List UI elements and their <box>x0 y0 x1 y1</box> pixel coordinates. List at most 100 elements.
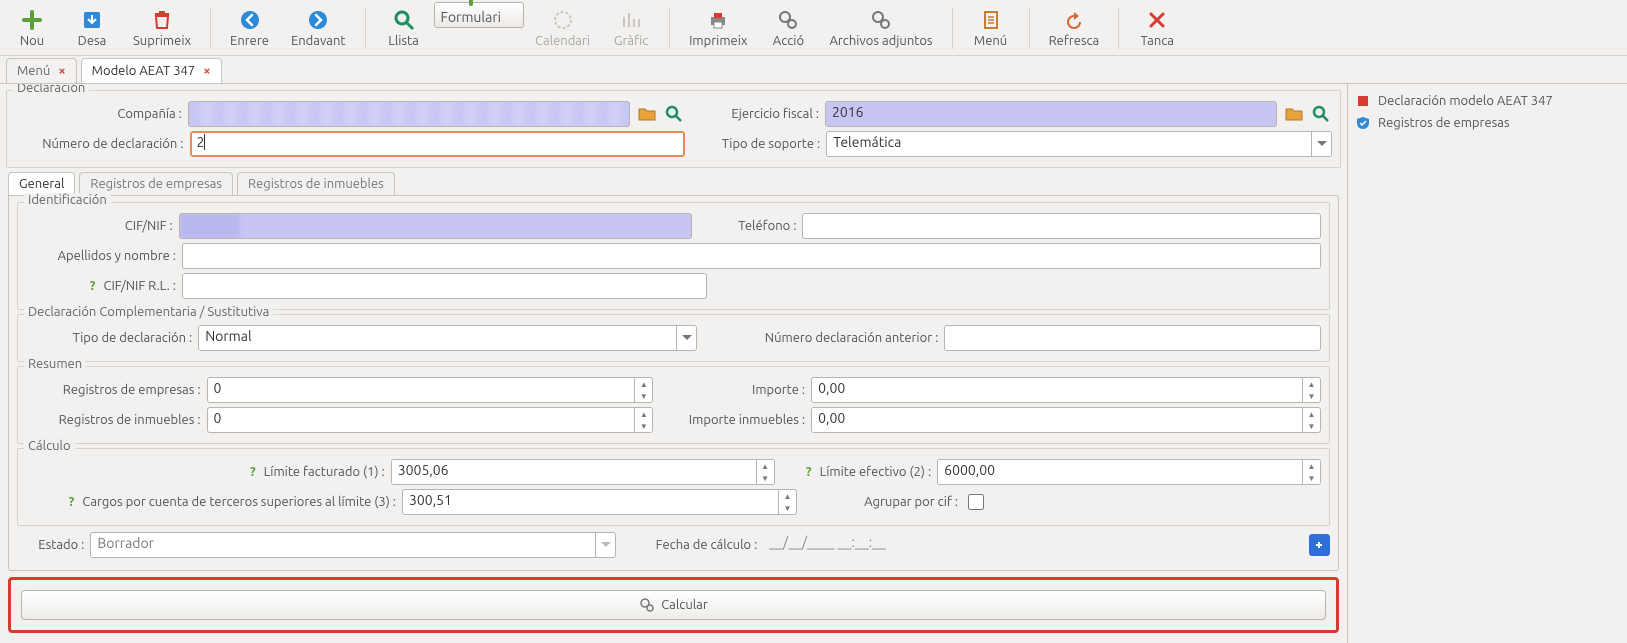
arrow-left-icon <box>239 8 261 32</box>
help-icon[interactable]: ? <box>90 279 96 293</box>
desa-button[interactable]: Desa <box>62 2 122 55</box>
calcular-button[interactable]: Calcular <box>21 590 1326 620</box>
side-item-declaracion[interactable]: Declaración modelo AEAT 347 <box>1354 90 1621 112</box>
expand-icon[interactable] <box>1309 534 1330 556</box>
refresh-icon <box>1063 8 1085 32</box>
tanca-button[interactable]: Tanca <box>1127 2 1187 55</box>
spinner-buttons[interactable]: ▲▼ <box>634 378 652 402</box>
lim-efectivo-spinner[interactable]: 6000,00 ▲▼ <box>937 459 1321 485</box>
close-icon[interactable]: × <box>203 64 210 78</box>
attach-icon <box>870 8 892 32</box>
label-importe: Importe : <box>752 383 805 397</box>
fieldset-resumen: Resumen Registros de empresas : 0 ▲▼ Imp… <box>17 366 1330 444</box>
toolbar-label: Imprimeix <box>689 34 747 48</box>
toolbar-label: Calendari <box>535 34 590 48</box>
endavant-button[interactable]: Endavant <box>280 2 357 55</box>
doc-tab-label: Menú <box>17 64 50 78</box>
label-cif: CIF/NIF : <box>125 219 173 233</box>
form-area: Declaración Compañía : Ejercicio fi <box>0 84 1347 643</box>
num-anterior-input[interactable] <box>944 325 1321 351</box>
search-green-icon <box>393 8 415 32</box>
tab-general[interactable]: General <box>8 172 75 195</box>
doc-tab-label: Modelo AEAT 347 <box>92 64 196 78</box>
cif-input[interactable] <box>179 213 693 239</box>
telefono-input[interactable] <box>802 213 1321 239</box>
legend-calculo: Cálculo <box>24 439 75 453</box>
tab-reg-inmuebles[interactable]: Registros de inmuebles <box>237 172 395 195</box>
doc-tab-menu[interactable]: Menú × <box>6 58 77 83</box>
fieldset-declaracion: Declaración Compañía : Ejercicio fi <box>6 90 1341 168</box>
tipo-soporte-select[interactable]: Telemática <box>826 131 1332 157</box>
estado-select[interactable]: Borrador <box>90 532 616 558</box>
importe-spinner[interactable]: 0,00 ▲▼ <box>811 377 1321 403</box>
spinner-buttons[interactable]: ▲▼ <box>1302 378 1320 402</box>
apellidos-nombre-input[interactable] <box>182 243 1321 269</box>
refresca-button[interactable]: Refresca <box>1038 2 1111 55</box>
chart-icon <box>620 8 642 32</box>
agrupar-cif-checkbox[interactable] <box>968 494 984 510</box>
chevron-down-icon <box>595 533 615 557</box>
formulari-button[interactable]: Formulari <box>434 2 525 28</box>
legend-identificacion: Identificación <box>24 193 111 207</box>
compania-input[interactable] <box>188 101 630 127</box>
lim-facturado-spinner[interactable]: 3005,06 ▲▼ <box>391 459 775 485</box>
label-agrupar-cif: Agrupar por cif : <box>864 495 958 509</box>
spinner-buttons[interactable]: ▲▼ <box>1302 408 1320 432</box>
folder-icon[interactable] <box>1283 103 1305 125</box>
ejercicio-input[interactable]: 2016 <box>825 101 1277 127</box>
toolbar-label: Refresca <box>1049 34 1100 48</box>
llista-button[interactable]: Llista <box>374 2 434 55</box>
chevron-down-icon <box>676 326 696 350</box>
menu-button[interactable]: Menú <box>961 2 1021 55</box>
imprimeix-button[interactable]: Imprimeix <box>678 2 758 55</box>
toolbar-label: Tanca <box>1140 34 1174 48</box>
importe-inmuebles-spinner[interactable]: 0,00 ▲▼ <box>811 407 1321 433</box>
gears-icon <box>777 8 799 32</box>
chevron-down-icon <box>1311 132 1331 156</box>
tipo-declaracion-select[interactable]: Normal <box>198 325 697 351</box>
cargos-terceros-spinner[interactable]: 300,51 ▲▼ <box>402 489 797 515</box>
nou-button[interactable]: Nou <box>2 2 62 55</box>
accio-button[interactable]: Acció <box>758 2 818 55</box>
label-importe-inmuebles: Importe inmuebles : <box>689 413 805 427</box>
close-red-icon <box>1146 8 1168 32</box>
toolbar-label: Formulari <box>441 9 502 25</box>
enrere-button[interactable]: Enrere <box>219 2 280 55</box>
cif-rl-input[interactable] <box>182 273 707 299</box>
suprimeix-button[interactable]: Suprimeix <box>122 2 202 55</box>
help-icon[interactable]: ? <box>250 465 256 479</box>
label-num-anterior: Número declaración anterior : <box>765 331 939 345</box>
tab-reg-empresas[interactable]: Registros de empresas <box>79 172 233 195</box>
label-apellidos-nombre: Apellidos y nombre : <box>58 249 176 263</box>
search-icon[interactable] <box>1310 103 1332 125</box>
red-square-icon <box>1356 94 1370 108</box>
main-toolbar: NouDesaSuprimeix EnrereEndavant Llista Form… <box>0 0 1627 56</box>
folder-icon[interactable] <box>636 103 658 125</box>
label-reg-inmuebles: Registros de inmuebles : <box>59 413 201 427</box>
fecha-calculo-input[interactable]: __/__/____ __:__:__ <box>763 532 1303 558</box>
spinner-buttons[interactable]: ▲▼ <box>1302 460 1320 484</box>
spinner-buttons[interactable]: ▲▼ <box>756 460 774 484</box>
num-declaracion-input[interactable]: 2 <box>190 131 686 157</box>
help-icon[interactable]: ? <box>69 495 75 509</box>
label-lim-facturado: Límite facturado (1) : <box>264 465 385 479</box>
tab-general-body: Identificación CIF/NIF : Teléfono : <box>8 195 1339 571</box>
toolbar-separator <box>210 8 211 49</box>
close-icon[interactable]: × <box>58 64 65 78</box>
grafic-button: Gràfic <box>601 2 661 55</box>
toolbar-label: Acció <box>773 34 804 48</box>
trash-red-icon <box>151 8 173 32</box>
doc-tab-modelo347[interactable]: Modelo AEAT 347 × <box>81 58 222 83</box>
side-item-registros[interactable]: Registros de empresas <box>1354 112 1621 134</box>
spinner-buttons[interactable]: ▲▼ <box>634 408 652 432</box>
label-compania: Compañía : <box>117 107 182 121</box>
search-icon[interactable] <box>664 103 686 125</box>
label-num-declaracion: Número de declaración : <box>42 137 183 151</box>
reg-empresas-spinner[interactable]: 0 ▲▼ <box>207 377 654 403</box>
adjunts-button[interactable]: Archivos adjuntos <box>818 2 943 55</box>
spinner-buttons[interactable]: ▲▼ <box>778 490 796 514</box>
help-icon[interactable]: ? <box>806 465 812 479</box>
reg-inmuebles-spinner[interactable]: 0 ▲▼ <box>207 407 654 433</box>
toolbar-separator <box>952 8 953 49</box>
fieldset-identificacion: Identificación CIF/NIF : Teléfono : <box>17 202 1330 310</box>
